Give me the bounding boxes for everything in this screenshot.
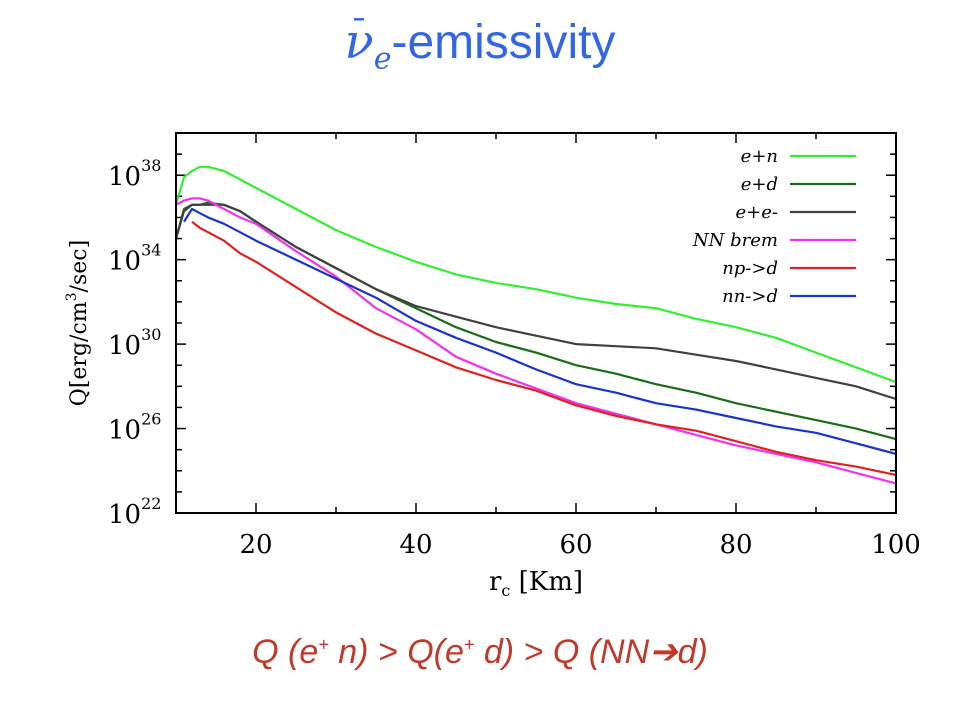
series-line-5 xyxy=(183,207,897,455)
arrow-icon: ➔ xyxy=(649,633,678,671)
x-tick-label: 100 xyxy=(871,530,921,560)
antineutrino-symbol: ¯ νe xyxy=(344,12,392,77)
y-tick-label: 1026 xyxy=(108,410,161,446)
series-lines xyxy=(174,165,897,485)
note-part-1: Q (e xyxy=(252,633,319,671)
slide-title: ¯ νe-emissivity xyxy=(0,12,960,77)
series-line-4 xyxy=(191,220,897,477)
series-line-3 xyxy=(175,197,897,485)
note-part-2: n) > Q(e xyxy=(328,633,464,671)
y-tick-label: 1030 xyxy=(108,325,161,361)
emissivity-ordering-note: Q (e+ n) > Q(e+ d) > Q (NN➔d) xyxy=(0,632,960,672)
antineutrino-nu: ν xyxy=(344,14,374,70)
x-tick-label: 80 xyxy=(719,530,752,560)
x-tick-labels: 20 40 60 80 100 xyxy=(239,530,920,560)
note-sup-1: + xyxy=(318,634,329,655)
x-axis-label: rc [Km] xyxy=(489,567,583,600)
x-tick-label: 20 xyxy=(239,530,272,560)
series-line-1 xyxy=(174,201,897,441)
y-tick-label: 1022 xyxy=(108,494,161,530)
legend-label: nn->d xyxy=(722,286,778,307)
series-line-0 xyxy=(174,165,897,384)
legend-label: e+e- xyxy=(736,202,778,223)
y-tick-labels: 1022 1026 1030 1034 1038 xyxy=(108,156,161,530)
legend-label: e+n xyxy=(741,146,778,167)
note-sup-2: + xyxy=(463,634,475,655)
antineutrino-bar: ¯ xyxy=(350,12,368,52)
legend-label: e+d xyxy=(741,174,778,195)
title-text: -emissivity xyxy=(391,16,616,69)
note-part-4: d) xyxy=(677,633,708,671)
note-part-3: d) > Q (NN xyxy=(474,633,650,671)
series-line-2 xyxy=(174,203,897,401)
antineutrino-subscript: e xyxy=(373,41,392,77)
legend-label: np->d xyxy=(722,258,778,279)
x-tick-label: 40 xyxy=(399,530,432,560)
y-tick-label: 1034 xyxy=(108,241,161,277)
y-axis-label: Q[erg/cm3/sec] xyxy=(64,240,92,406)
plot-frame xyxy=(175,132,897,514)
legend: e+n e+d e+e- NN brem np->d nn->d xyxy=(692,146,856,307)
legend-label: NN brem xyxy=(692,230,778,251)
x-tick-label: 60 xyxy=(559,530,592,560)
y-tick-label: 1038 xyxy=(108,156,161,192)
